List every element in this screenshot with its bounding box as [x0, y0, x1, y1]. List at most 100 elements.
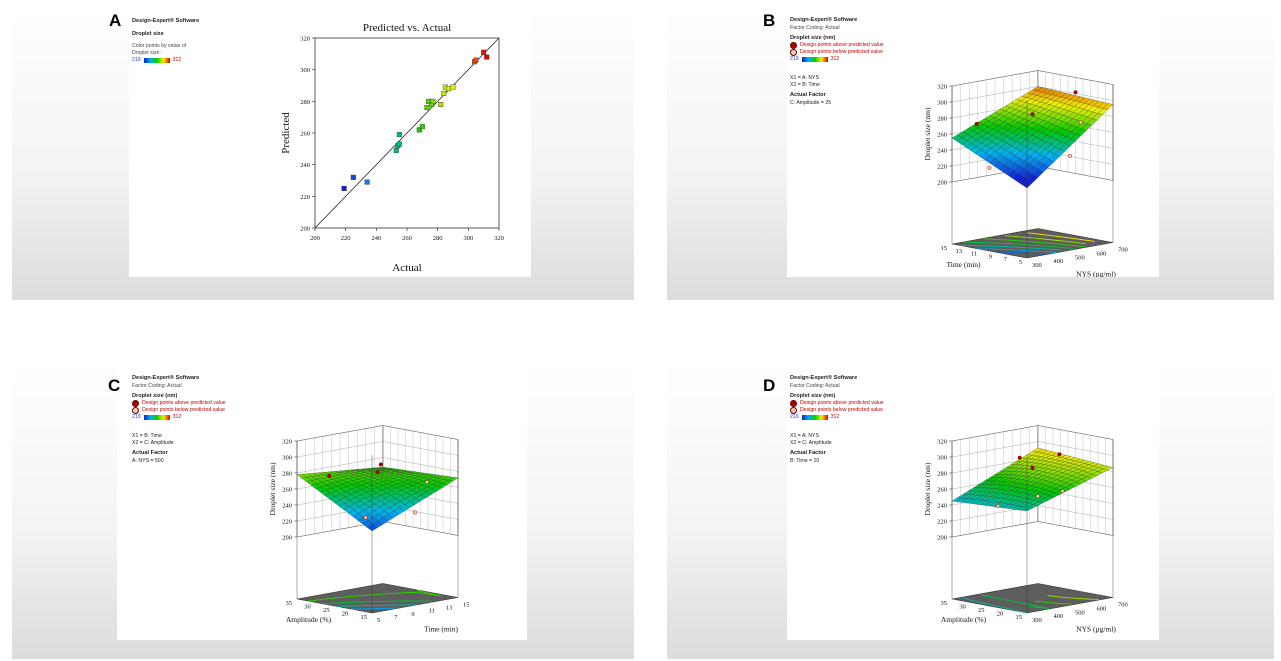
- wall-gridline: [951, 521, 1114, 538]
- legend-actual-factor: Actual Factor: [790, 92, 826, 99]
- legend-x2: X2 = B: Time: [790, 82, 820, 89]
- contour-line: [322, 600, 432, 605]
- panel-d-surface-chart: 200 220 240 260 280 300 320 Droplet size (nm) 30…: [923, 425, 1128, 633]
- data-point: [350, 174, 356, 180]
- design-point-above: [974, 121, 979, 126]
- contour-line: [308, 590, 443, 602]
- design-point-above: [1017, 455, 1022, 460]
- data-point: [445, 86, 451, 92]
- wall-gridline: [951, 70, 1114, 87]
- contour-line: [964, 241, 1074, 249]
- legend-fixed-factor: C: Amplitude = 25: [790, 99, 832, 106]
- z-tick-label: 280: [937, 116, 947, 123]
- data-point: [484, 54, 490, 60]
- legend-fixed-factor: B: Time = 10: [790, 457, 820, 464]
- data-point: [438, 101, 444, 107]
- legend-color-scale: 219 312: [790, 414, 920, 421]
- color-max: 312: [830, 56, 840, 63]
- z-tick-label: 300: [937, 455, 947, 462]
- contour-line: [350, 607, 397, 610]
- legend-below: Design points below predicted value: [800, 49, 884, 56]
- y-tick-label: 240: [300, 162, 310, 169]
- y-tick-label: 280: [300, 99, 310, 106]
- y-tick-label: 7: [1004, 256, 1008, 263]
- y-axis-label: Amplitude (%): [941, 615, 987, 624]
- legend-x2: X2 = C: Amplitude: [790, 440, 832, 447]
- legend-software: Design-Expert® Software: [132, 18, 200, 24]
- x-axis-label: NYS (μg/ml): [1076, 624, 1116, 633]
- above-point-icon: [132, 400, 139, 408]
- wall-gridline: [296, 425, 459, 442]
- y-tick-label: 15: [361, 614, 368, 621]
- z-tick-label: 220: [937, 164, 947, 171]
- z-tick-label: 300: [937, 100, 947, 107]
- y-axis-label: Time (min): [946, 260, 981, 269]
- design-point-below: [424, 480, 429, 485]
- y-tick-label: 5: [1019, 259, 1022, 266]
- contour-line: [1004, 235, 1086, 245]
- z-tick-label: 320: [282, 439, 292, 446]
- z-tick-label: 200: [937, 535, 947, 542]
- y-tick-label: 220: [300, 194, 310, 201]
- x-axis-label: Actual: [392, 262, 421, 274]
- data-point: [430, 98, 436, 104]
- contour-line: [993, 251, 1045, 255]
- contour-line: [336, 604, 417, 607]
- y-tick-label: 15: [1016, 614, 1023, 621]
- panel-b: B Design-Expert® Software Factor Coding:…: [667, 7, 1274, 300]
- design-point-above: [1073, 90, 1078, 95]
- below-point-icon: [790, 49, 797, 57]
- z-tick-label: 260: [282, 487, 292, 494]
- x-tick-label: 240: [371, 235, 381, 242]
- contour-line: [960, 245, 1062, 251]
- x-tick-label: 11: [429, 608, 435, 615]
- y-tick-label: 25: [323, 607, 330, 614]
- y-tick-label: 11: [971, 251, 977, 258]
- contour-line: [1034, 600, 1072, 605]
- surface-cell: [1021, 507, 1033, 512]
- design-point-below: [363, 515, 368, 520]
- design-point-above: [1057, 452, 1062, 457]
- legend-color-note-2: Droplet size:: [132, 50, 161, 57]
- panel-letter-c: C: [108, 376, 121, 395]
- z-tick-label: 200: [282, 535, 292, 542]
- design-point-below: [996, 503, 1001, 508]
- below-point-icon: [790, 407, 797, 415]
- design-point-above: [1030, 465, 1035, 470]
- y-tick-label: 9: [989, 253, 992, 260]
- wall-gridline: [951, 425, 1114, 442]
- x-tick-label: 700: [1118, 247, 1128, 254]
- x-axis-label: Time (min): [424, 624, 459, 633]
- wall-gridline: [296, 457, 459, 474]
- contour-line: [962, 597, 1028, 614]
- z-tick-label: 220: [282, 519, 292, 526]
- legend-response: Droplet size (nm): [132, 392, 178, 399]
- data-point: [441, 90, 447, 96]
- design-point-above: [1030, 112, 1035, 117]
- data-point: [416, 127, 422, 133]
- data-point: [473, 57, 479, 63]
- data-point: [450, 84, 456, 90]
- legend-x2: X2 = C: Amplitude: [132, 440, 174, 447]
- x-tick-label: 600: [1097, 605, 1107, 612]
- design-point-above: [327, 474, 332, 479]
- z-tick-label: 320: [937, 84, 947, 91]
- x-tick-label: 700: [1118, 602, 1128, 609]
- design-point-below: [1078, 120, 1083, 125]
- data-point: [481, 49, 487, 55]
- panel-a: A Design-Expert® Software Droplet size C…: [12, 7, 634, 300]
- legend-color-scale: 219 312: [132, 57, 242, 64]
- y-tick-label: 35: [286, 600, 293, 607]
- y-axis-label: Amplitude (%): [286, 615, 332, 624]
- data-point: [419, 124, 425, 130]
- data-point: [424, 105, 430, 111]
- design-point-below: [1035, 494, 1040, 499]
- reference-line: [314, 37, 500, 229]
- legend-response: Droplet size (nm): [790, 392, 836, 399]
- data-point: [396, 141, 402, 147]
- x-tick-label: 500: [1075, 609, 1085, 616]
- above-point-icon: [790, 400, 797, 408]
- z-tick-label: 260: [937, 487, 947, 494]
- z-tick-label: 220: [937, 519, 947, 526]
- y-tick-label: 30: [959, 604, 966, 611]
